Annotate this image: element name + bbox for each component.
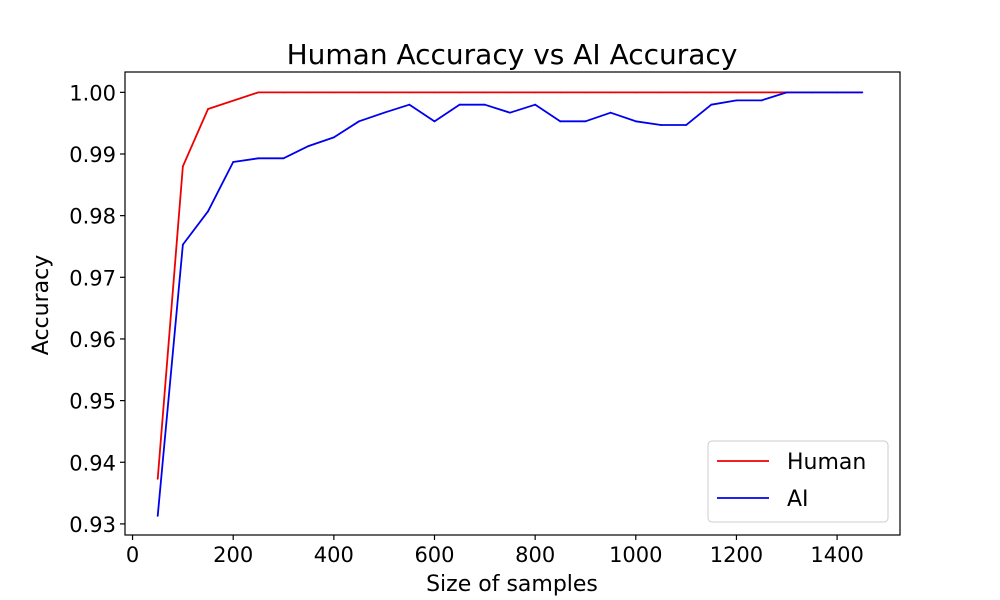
legend: Human AI: [707, 440, 889, 523]
data-point-ai: [232, 161, 235, 163]
data-point-ai: [760, 99, 763, 102]
data-point-ai: [584, 120, 587, 123]
data-point-human: [735, 91, 738, 94]
data-point-human: [584, 91, 587, 94]
plot-frame: [124, 71, 901, 536]
data-point-human: [433, 91, 436, 94]
data-point-human: [685, 91, 688, 94]
y-tick-label: 0.97: [69, 266, 116, 290]
y-tick-label: 0.99: [69, 143, 116, 167]
data-point-human: [181, 165, 184, 168]
data-point-ai: [836, 91, 838, 94]
data-point-ai: [156, 514, 159, 517]
data-point-ai: [332, 136, 335, 139]
y-tick-label: 0.94: [69, 451, 116, 475]
x-axis: 0 200 400 600 800 1000 1200 1400: [126, 535, 864, 567]
data-point-ai: [383, 111, 386, 114]
legend-label-ai: AI: [787, 487, 809, 512]
data-point-ai: [785, 91, 788, 94]
y-axis-label: Accuracy: [29, 255, 54, 355]
data-point-human: [207, 108, 209, 110]
data-point-ai: [811, 91, 813, 94]
data-point-human: [710, 91, 713, 94]
x-tick-label: 0: [126, 543, 139, 567]
data-point-human: [609, 91, 612, 94]
data-point-human: [660, 91, 662, 94]
data-point-human: [408, 91, 411, 94]
data-point-ai: [861, 91, 864, 94]
x-axis-label: Size of samples: [426, 572, 598, 597]
data-point-ai: [483, 103, 486, 106]
data-point-human: [332, 91, 335, 94]
data-point-ai: [660, 124, 662, 126]
x-tick-label: 1400: [810, 543, 863, 567]
data-point-ai: [685, 124, 688, 126]
x-tick-label: 1000: [609, 543, 662, 567]
x-tick-label: 1200: [710, 543, 763, 567]
data-point-ai: [358, 120, 360, 123]
data-point-human: [458, 91, 461, 94]
data-point-ai: [307, 145, 310, 147]
data-point-ai: [282, 157, 285, 160]
y-tick-label: 0.98: [69, 205, 116, 229]
x-tick-label: 200: [213, 543, 253, 567]
data-point-ai: [433, 120, 436, 123]
y-axis: 0.93 0.94 0.95 0.96 0.97 0.98 0.99 1.00: [69, 81, 125, 537]
data-point-ai: [509, 111, 511, 114]
data-point-human: [307, 91, 310, 94]
data-point-ai: [710, 103, 713, 106]
data-point-human: [559, 91, 562, 94]
x-tick-label: 600: [414, 543, 454, 567]
data-point-ai: [408, 103, 411, 106]
data-point-ai: [634, 120, 637, 123]
data-point-human: [483, 91, 486, 94]
data-point-ai: [534, 103, 537, 106]
series-line-human: [156, 91, 863, 479]
data-point-human: [383, 91, 386, 94]
data-point-human: [156, 478, 159, 480]
y-tick-label: 0.93: [69, 513, 116, 537]
y-tick-label: 0.95: [69, 390, 116, 414]
chart-title: Human Accuracy vs AI Accuracy: [287, 38, 738, 71]
plot-area: [156, 91, 864, 517]
data-point-ai: [609, 111, 612, 114]
data-point-human: [257, 91, 260, 94]
y-tick-label: 0.96: [69, 328, 116, 352]
data-point-ai: [458, 103, 461, 106]
data-point-ai: [181, 243, 184, 246]
data-point-human: [509, 91, 511, 94]
y-tick-label: 1.00: [69, 81, 116, 105]
data-point-human: [760, 91, 763, 94]
x-tick-label: 400: [314, 543, 354, 567]
data-point-ai: [257, 157, 260, 160]
data-point-ai: [207, 210, 209, 213]
data-point-human: [282, 91, 285, 94]
data-point-human: [634, 91, 637, 94]
data-point-ai: [559, 120, 562, 123]
legend-label-human: Human: [787, 450, 866, 475]
data-point-human: [534, 91, 537, 94]
x-tick-label: 800: [515, 543, 555, 567]
data-point-ai: [735, 99, 738, 102]
data-point-human: [358, 91, 360, 94]
